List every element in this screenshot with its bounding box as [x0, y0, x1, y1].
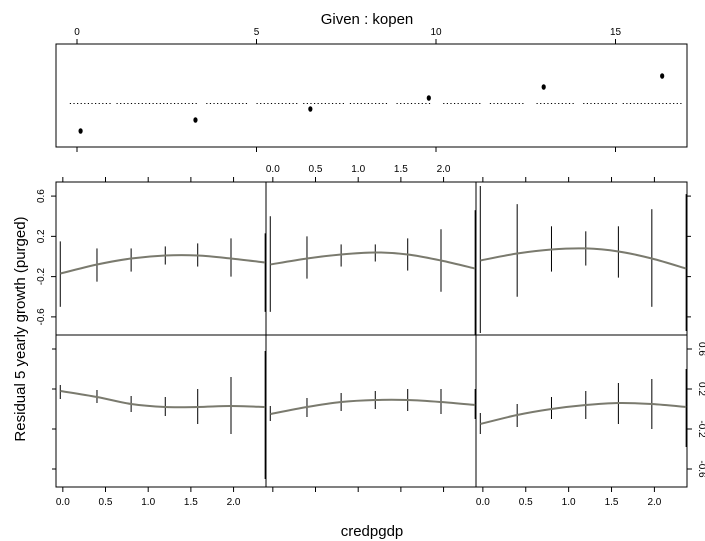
x-tick-label-bottom: 1.5 — [605, 497, 619, 508]
y-tick-label-left: -0.6 — [36, 308, 47, 326]
panel-frame — [265, 181, 477, 336]
x-tick-label-bottom: 2.0 — [647, 497, 661, 508]
given-panel-frame — [55, 43, 688, 148]
axes: 0.0 0.0 0.0 0.5 0.5 0.5 1.0 1.0 1.0 1.5 1.5 1.5 2.0 2… — [36, 164, 705, 508]
panel-frame — [475, 334, 688, 488]
given-tick-label: 10 — [430, 27, 442, 38]
x-tick-label-bottom: 0.5 — [519, 497, 533, 508]
x-tick-label-bottom: 0.5 — [99, 497, 113, 508]
y-tick-label-right: -0.6 — [696, 460, 705, 478]
x-tick-label-bottom: 1.0 — [141, 497, 155, 508]
given-point — [78, 128, 83, 134]
y-tick-label-left: 0.2 — [36, 229, 47, 243]
y-tick-label-right: -0.2 — [696, 420, 705, 438]
panel-2 — [265, 181, 477, 336]
x-tick-label-bottom: 1.5 — [184, 497, 198, 508]
y-tick-label-right: 0.6 — [696, 342, 705, 356]
fit-line — [270, 251, 476, 270]
y-tick-label-left: -0.2 — [36, 268, 47, 286]
given-tick-label: 5 — [254, 27, 260, 38]
panel-1 — [55, 181, 267, 336]
x-tick-label-top: 1.5 — [394, 164, 408, 175]
x-tick-label-bottom: 1.0 — [562, 497, 576, 508]
given-point — [541, 84, 546, 90]
panel-frame — [265, 334, 477, 488]
y-tick-label-right: 0.2 — [696, 382, 705, 396]
fit-line — [60, 390, 266, 409]
chart-title: Given : kopen — [321, 11, 414, 28]
given-panel: 0 5 10 15 — [55, 27, 688, 152]
fit-line — [60, 254, 266, 275]
x-tick-label-top: 0.0 — [266, 164, 280, 175]
panel-frame — [55, 334, 267, 488]
x-tick-label-bottom: 0.0 — [56, 497, 70, 508]
panel-6 — [475, 334, 688, 488]
y-tick-label-left: 0.6 — [36, 189, 47, 203]
x-tick-label-bottom: 2.0 — [227, 497, 241, 508]
x-tick-label-top: 2.0 — [437, 164, 451, 175]
fit-line — [480, 401, 687, 425]
fit-line — [270, 398, 476, 415]
x-tick-label-bottom: 0.0 — [476, 497, 490, 508]
given-point — [193, 117, 198, 123]
given-tick-label: 15 — [610, 27, 622, 38]
x-tick-label-top: 1.0 — [351, 164, 365, 175]
given-point — [308, 106, 313, 112]
x-axis-label: credpgdp — [341, 523, 404, 540]
x-tick-label-top: 0.5 — [309, 164, 323, 175]
given-point — [660, 73, 665, 79]
panel-5 — [265, 334, 477, 488]
y-axis-label: Residual 5 yearly growth (purged) — [12, 216, 29, 441]
fit-line — [480, 247, 687, 270]
panel-4 — [55, 334, 267, 488]
panel-3 — [475, 181, 688, 336]
conditioning-panels: 0.0 0.0 0.0 0.5 0.5 0.5 1.0 1.0 1.0 1.5 1.5 1.5 2.0 2… — [36, 164, 705, 508]
given-point — [426, 95, 431, 101]
given-tick-label: 0 — [74, 27, 80, 38]
